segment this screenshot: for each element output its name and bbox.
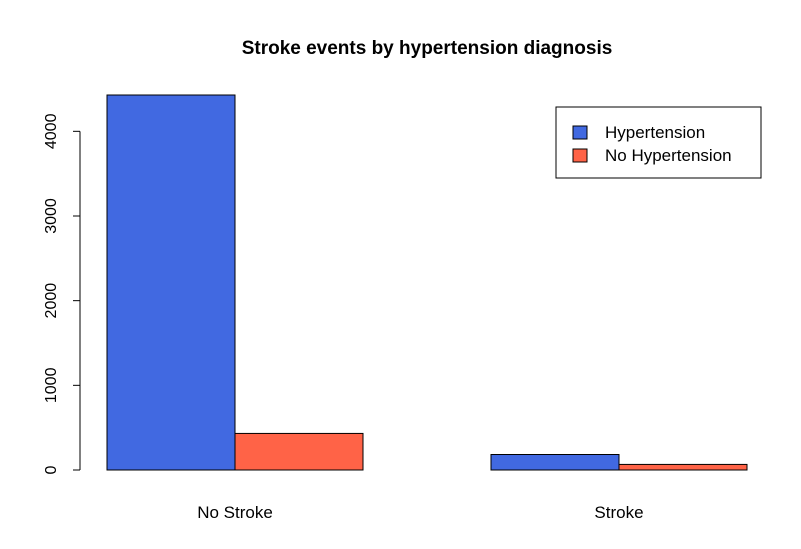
category-label: Stroke: [594, 503, 643, 522]
y-tick-label: 4000: [43, 113, 60, 149]
legend-label: Hypertension: [605, 123, 705, 142]
legend-swatch: [572, 148, 588, 163]
bars: [106, 94, 748, 471]
bar-no-stroke-hypertension: [106, 94, 236, 471]
chart-title: Stroke events by hypertension diagnosis: [242, 38, 613, 59]
x-axis-labels: No Stroke Stroke: [197, 503, 643, 522]
y-tick-label: 3000: [43, 198, 60, 234]
legend-swatch: [572, 125, 588, 140]
legend-label: No Hypertension: [605, 146, 732, 165]
category-label: No Stroke: [197, 503, 273, 522]
y-tick-label: 2000: [43, 283, 60, 319]
bar-no-stroke-no-hypertension: [234, 432, 364, 471]
legend: Hypertension No Hypertension: [555, 106, 762, 179]
y-tick-label: 0: [43, 465, 60, 474]
y-axis: 0 1000 2000 3000 4000: [43, 113, 81, 474]
y-tick-label: 1000: [43, 367, 60, 403]
legend-box: [555, 106, 762, 179]
bar-stroke-hypertension: [490, 454, 620, 471]
bar-stroke-no-hypertension: [618, 463, 748, 471]
